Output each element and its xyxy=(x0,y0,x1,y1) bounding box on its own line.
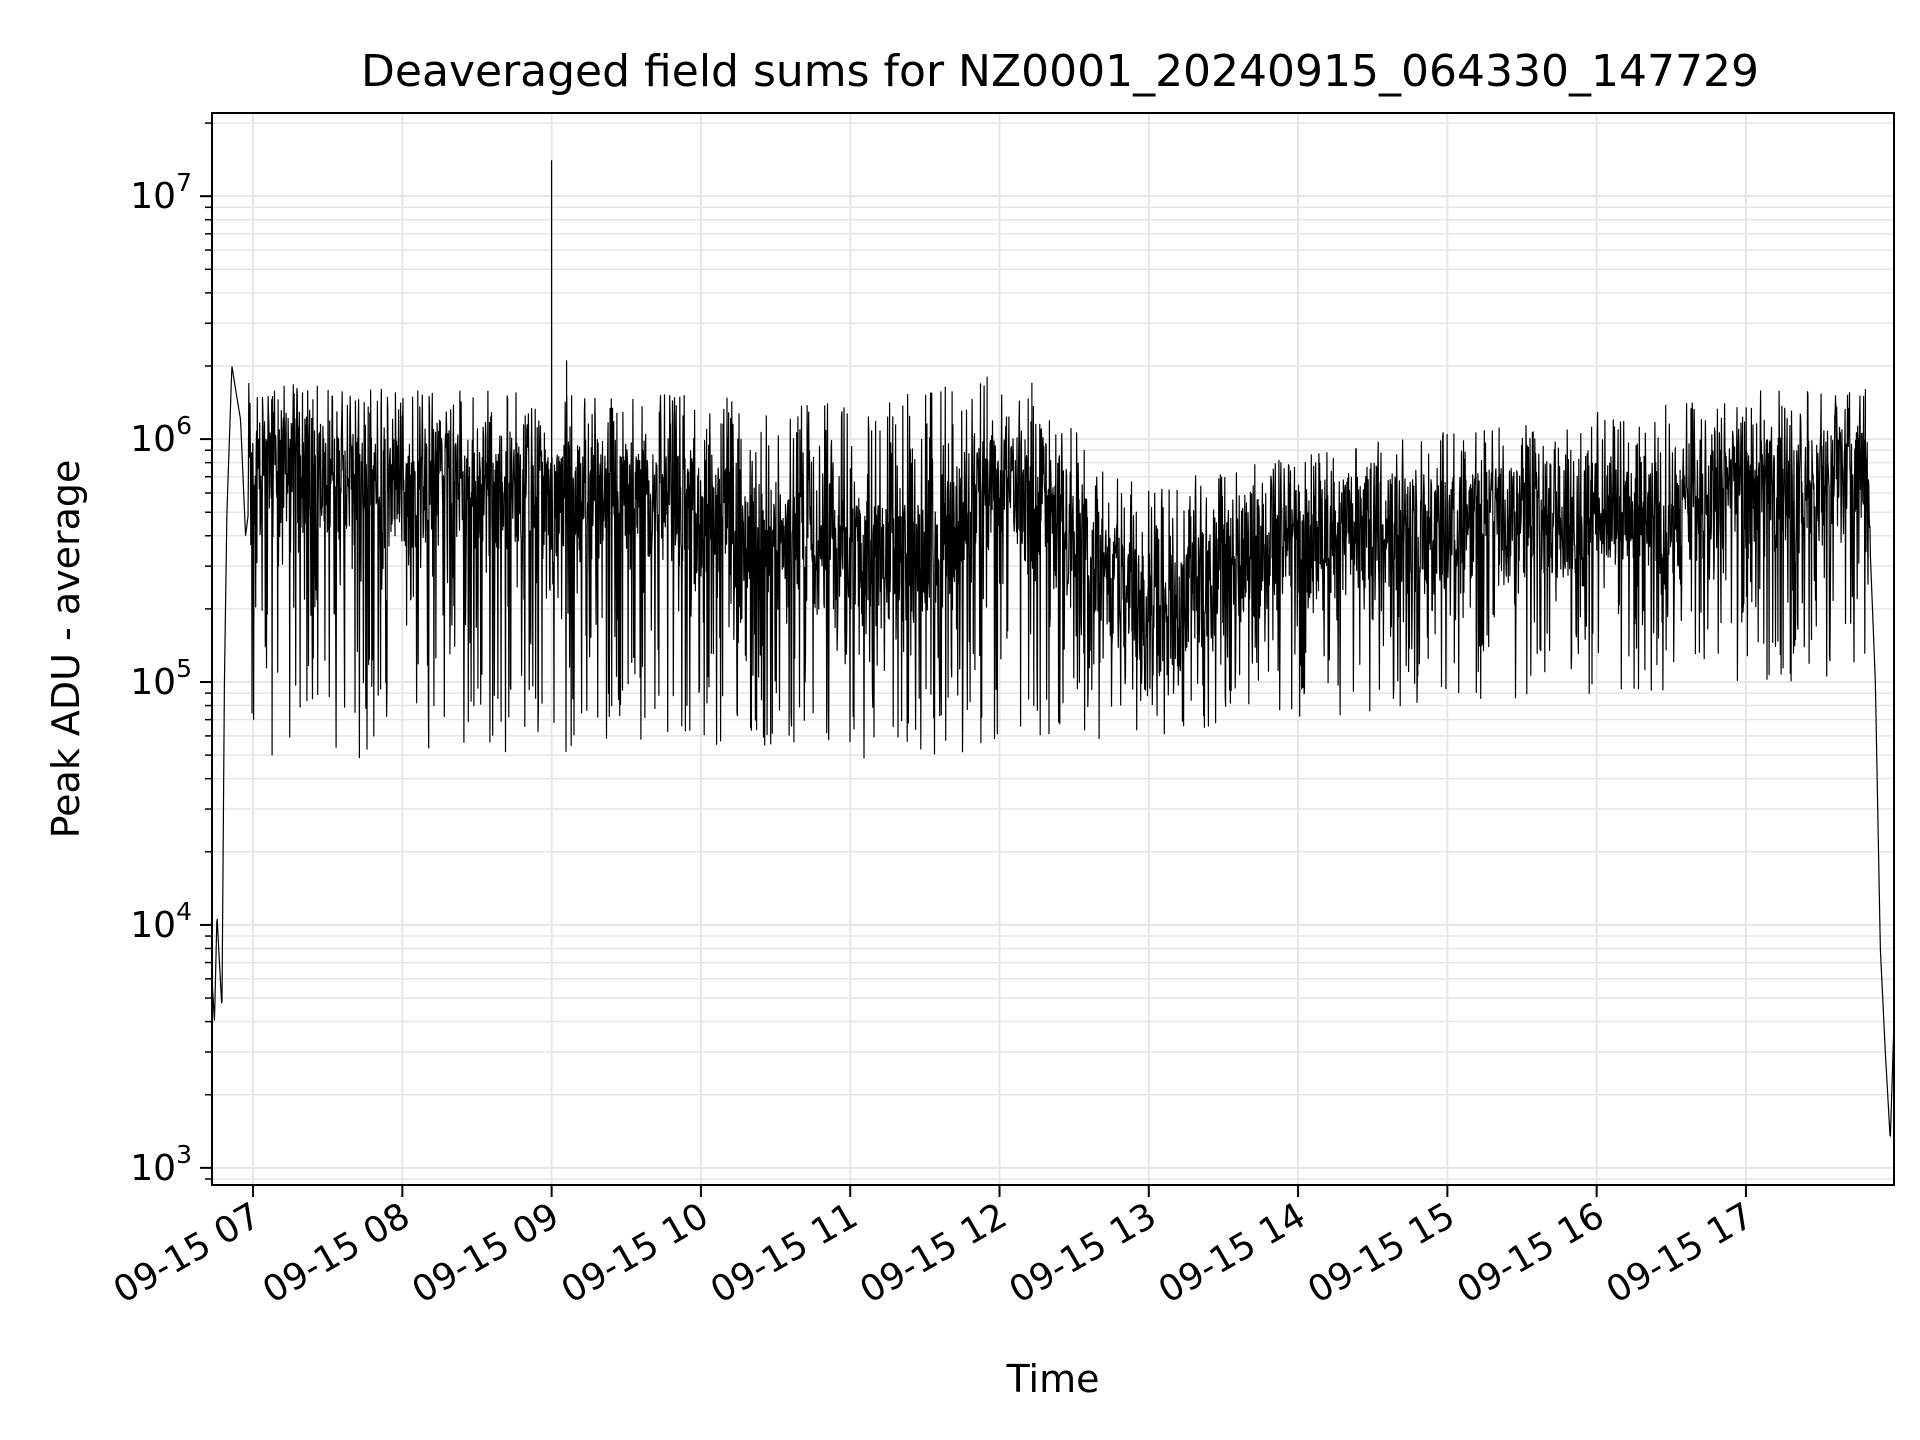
chart-title: Deaveraged field sums for NZ0001_2024091… xyxy=(361,46,1759,97)
x-tick-label: 09-15 16 xyxy=(1450,1195,1611,1311)
x-tick-label: 09-15 09 xyxy=(405,1195,566,1311)
x-tick-label: 09-15 14 xyxy=(1152,1195,1313,1311)
plot-area xyxy=(212,160,1894,1137)
x-tick-label: 09-15 12 xyxy=(853,1195,1014,1311)
y-tick-label: 107 xyxy=(130,168,192,217)
y-tick-label: 106 xyxy=(130,411,192,460)
x-tick-label: 09-15 17 xyxy=(1600,1195,1761,1311)
y-tick-label: 105 xyxy=(130,654,192,703)
plot-frame xyxy=(211,112,1895,1186)
series-line xyxy=(212,160,1894,1137)
y-tick-label: 104 xyxy=(130,897,192,946)
y-tick-label: 103 xyxy=(130,1140,192,1189)
x-axis-label: Time xyxy=(1006,1357,1100,1401)
y-axis: 103 104 105 106 107 xyxy=(130,122,212,1189)
x-tick-label: 09-15 15 xyxy=(1301,1195,1462,1311)
x-tick-label: 09-15 10 xyxy=(555,1195,716,1311)
x-tick-label: 09-15 11 xyxy=(704,1195,865,1311)
x-tick-label: 09-15 08 xyxy=(256,1195,417,1311)
x-tick-label: 09-15 13 xyxy=(1003,1195,1164,1311)
x-tick-label: 09-15 07 xyxy=(107,1195,268,1311)
y-axis-label: Peak ADU - average xyxy=(44,460,88,839)
